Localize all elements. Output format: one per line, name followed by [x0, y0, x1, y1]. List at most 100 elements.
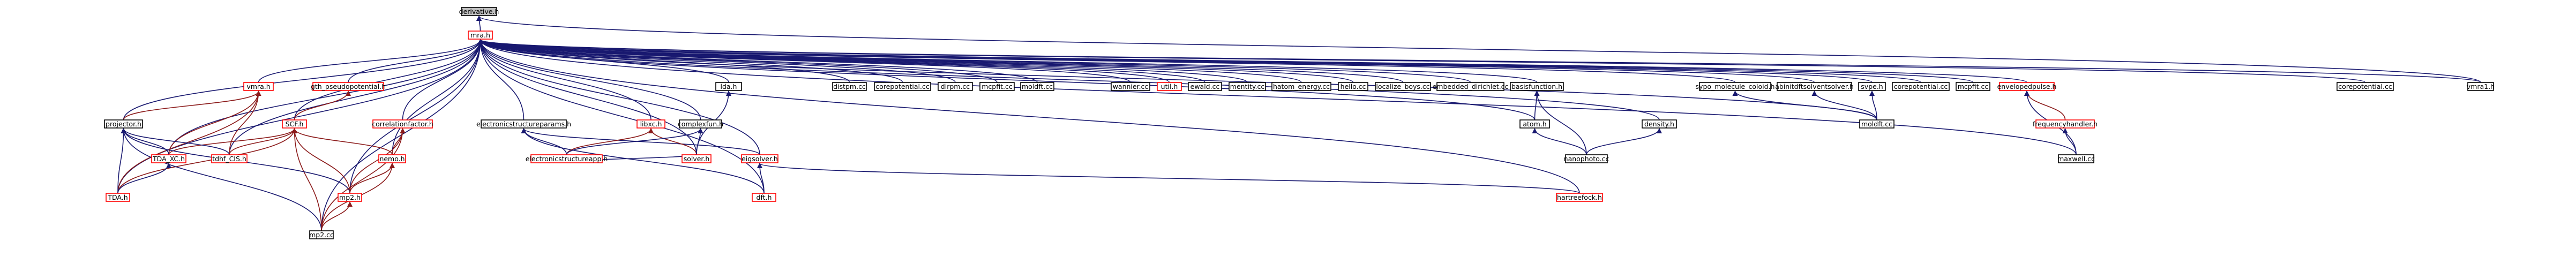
- node-projector-h[interactable]: projector.h: [104, 119, 143, 129]
- node-tdhf-cis-h[interactable]: tdhf_CIS.h: [211, 154, 248, 163]
- node-envelopedpulse-h[interactable]: envelopedpulse.h: [1997, 82, 2057, 91]
- node-label: atom.h: [1523, 120, 1546, 128]
- node-mcpfit-cc[interactable]: mcpfit.cc: [979, 82, 1015, 91]
- node-corepotential-cc2[interactable]: corepotential.cc: [1892, 82, 1950, 91]
- edge-tda_xc_h-to-mra_h: [168, 39, 483, 155]
- node-gth-h[interactable]: gth_pseudopotential.h: [311, 82, 386, 91]
- node-box: [979, 82, 1015, 91]
- node-tda-h[interactable]: TDA.h: [106, 193, 130, 202]
- node-electronicstructureparams-h[interactable]: electronicstructureparams.h: [476, 119, 571, 129]
- node-label: ewald.cc: [1190, 82, 1220, 90]
- node-localize-boys-cc[interactable]: localize_boys.cc: [1375, 82, 1431, 91]
- node-mcpfit-cc2[interactable]: mcpfit.cc: [1956, 82, 1990, 91]
- node-electronicstructureapp-h[interactable]: electronicstructureapp.h: [526, 154, 608, 163]
- node-wannier-cc[interactable]: wannier.cc: [1111, 82, 1150, 91]
- edge-nanophoto_cc-to-density_h: [1586, 128, 1662, 155]
- node-box: [1519, 119, 1550, 129]
- node-box: [461, 7, 497, 16]
- edge-mp2_h-to-scf_h: [291, 128, 350, 194]
- node-complexfun-h[interactable]: complexfun.h: [678, 119, 723, 129]
- node-label: TDA_XC.h: [152, 155, 185, 163]
- node-box: [1229, 82, 1266, 91]
- node-box: [1642, 119, 1677, 129]
- node-frequencyhandler-h[interactable]: frequencyhandler.h: [2033, 119, 2098, 129]
- node-box: [1956, 82, 1990, 91]
- node-basisfunction-h[interactable]: basisfunction.h: [1510, 82, 1564, 91]
- edge-atom_h-to-basisfunction_h: [1534, 90, 1540, 120]
- edge-solver_h-to-libxc_h: [648, 128, 697, 155]
- node-lda-h[interactable]: lda.h: [715, 82, 742, 91]
- node-libxc-h[interactable]: libxc.h: [636, 119, 665, 129]
- node-box: [2337, 82, 2394, 91]
- edge-tda_h-to-projector_h: [117, 128, 126, 194]
- node-label: corepotential.cc: [1894, 82, 1948, 90]
- node-correlationfactor-h[interactable]: correlationfactor.h: [372, 119, 433, 129]
- node-embedded-dirichlet-cc[interactable]: embedded_dirichlet.cc: [1433, 82, 1509, 91]
- node-mentity-cc[interactable]: mentity.cc: [1229, 82, 1266, 91]
- node-hartreefock-h[interactable]: hartreefock.h: [1556, 193, 1603, 202]
- edge-dft_h-to-electronicstructureparams_h: [521, 128, 765, 194]
- node-label: wannier.cc: [1113, 82, 1149, 90]
- edge-nanophoto_cc-to-basisfunction_h: [1534, 90, 1587, 155]
- node-scf-h[interactable]: SCF.h: [282, 119, 307, 129]
- node-label: util.h: [1161, 82, 1178, 90]
- node-label: mp2.h: [339, 193, 361, 201]
- node-vmra1-h[interactable]: vmra1.h: [2467, 82, 2495, 91]
- node-derivative-h: derivative.h: [459, 7, 499, 16]
- node-moldft-cc2[interactable]: moldft.cc: [1859, 119, 1894, 129]
- node-nemo-h[interactable]: nemo.h: [378, 154, 406, 163]
- node-tda-xc-h[interactable]: TDA_XC.h: [151, 154, 186, 163]
- node-label: density.h: [1644, 120, 1674, 128]
- node-box: [1020, 82, 1054, 91]
- edge-electronicstructureapp_h-to-libxc_h: [566, 128, 654, 155]
- edge-moldft_cc2-to-abinitdftsolventsolver_h: [1811, 90, 1877, 120]
- node-eigsolver-h[interactable]: eigsolver.h: [741, 154, 778, 163]
- node-corepotential-cc[interactable]: corepotential.cc: [874, 82, 931, 91]
- node-mra-h[interactable]: mra.h: [468, 31, 493, 40]
- node-corepotential-cc3[interactable]: corepotential.cc: [2337, 82, 2394, 91]
- node-label: projector.h: [106, 120, 141, 128]
- edge-mp2_h-to-correlationfactor_h: [349, 128, 406, 194]
- node-label: mcpfit.cc: [1958, 82, 1989, 90]
- node-box: [243, 82, 274, 91]
- node-mp2-cc[interactable]: mp2.cc: [309, 230, 334, 239]
- edge-vmra1_h-to-derivative_h: [476, 16, 2481, 83]
- node-label: electronicstructureparams.h: [476, 120, 571, 128]
- node-vmra-h[interactable]: vmra.h: [243, 82, 274, 91]
- node-label: gth_pseudopotential.h: [311, 82, 386, 90]
- node-abinitdftsolventsolver-h[interactable]: abinitdftsolventsolver.h: [1775, 82, 1854, 91]
- node-nanophoto-cc[interactable]: nanophoto.cc: [1564, 154, 1609, 163]
- node-ewald-cc[interactable]: ewald.cc: [1188, 82, 1222, 91]
- node-label: maxwell.cc: [2057, 155, 2095, 163]
- node-moldft-cc[interactable]: moldft.cc: [1020, 82, 1054, 91]
- edge-projector_h-to-mra_h: [123, 39, 483, 120]
- edge-moldft_cc2-to-sypo_molecule_coloid_h: [1732, 90, 1877, 120]
- node-distpm-cc[interactable]: distpm.cc: [832, 82, 867, 91]
- node-solver-h[interactable]: solver.h: [682, 154, 712, 163]
- edge-nanophoto_cc-to-atom_h: [1532, 128, 1587, 155]
- node-box: [1999, 82, 2055, 91]
- node-mp2-h[interactable]: mp2.h: [338, 193, 362, 202]
- node-dft-h[interactable]: dft.h: [752, 193, 776, 202]
- edge-solver_h-to-mra_h: [477, 39, 697, 155]
- node-dirpm-cc[interactable]: dirpm.cc: [938, 82, 973, 91]
- node-maxwell-cc[interactable]: maxwell.cc: [2057, 154, 2095, 163]
- node-box: [1892, 82, 1950, 91]
- node-sypo-molecule-coloid-h[interactable]: sypo_molecule_coloid.h: [1696, 82, 1775, 91]
- node-atom-h[interactable]: atom.h: [1519, 119, 1550, 129]
- node-label: hatom_energy.cc: [1273, 82, 1330, 90]
- edge-atom_h-to-mra_h: [477, 39, 1536, 120]
- node-hatom-energy-cc[interactable]: hatom_energy.cc: [1271, 82, 1331, 91]
- node-box: [1858, 82, 1886, 91]
- node-svpe-h[interactable]: svpe.h: [1858, 82, 1886, 91]
- node-density-h[interactable]: density.h: [1642, 119, 1677, 129]
- edge-mp2_cc-to-correlationfactor_h: [321, 128, 406, 231]
- node-label: sypo_molecule_coloid.h: [1696, 82, 1775, 90]
- node-box: [679, 119, 722, 129]
- node-label: mra.h: [470, 31, 490, 39]
- node-util-h[interactable]: util.h: [1157, 82, 1182, 91]
- node-label: nanophoto.cc: [1564, 155, 1609, 163]
- node-hello-cc[interactable]: hello.cc: [1338, 82, 1368, 91]
- edge-basisfunction_h-to-mra_h: [477, 39, 1538, 83]
- edge-dft_h-to-mra_h: [477, 39, 765, 194]
